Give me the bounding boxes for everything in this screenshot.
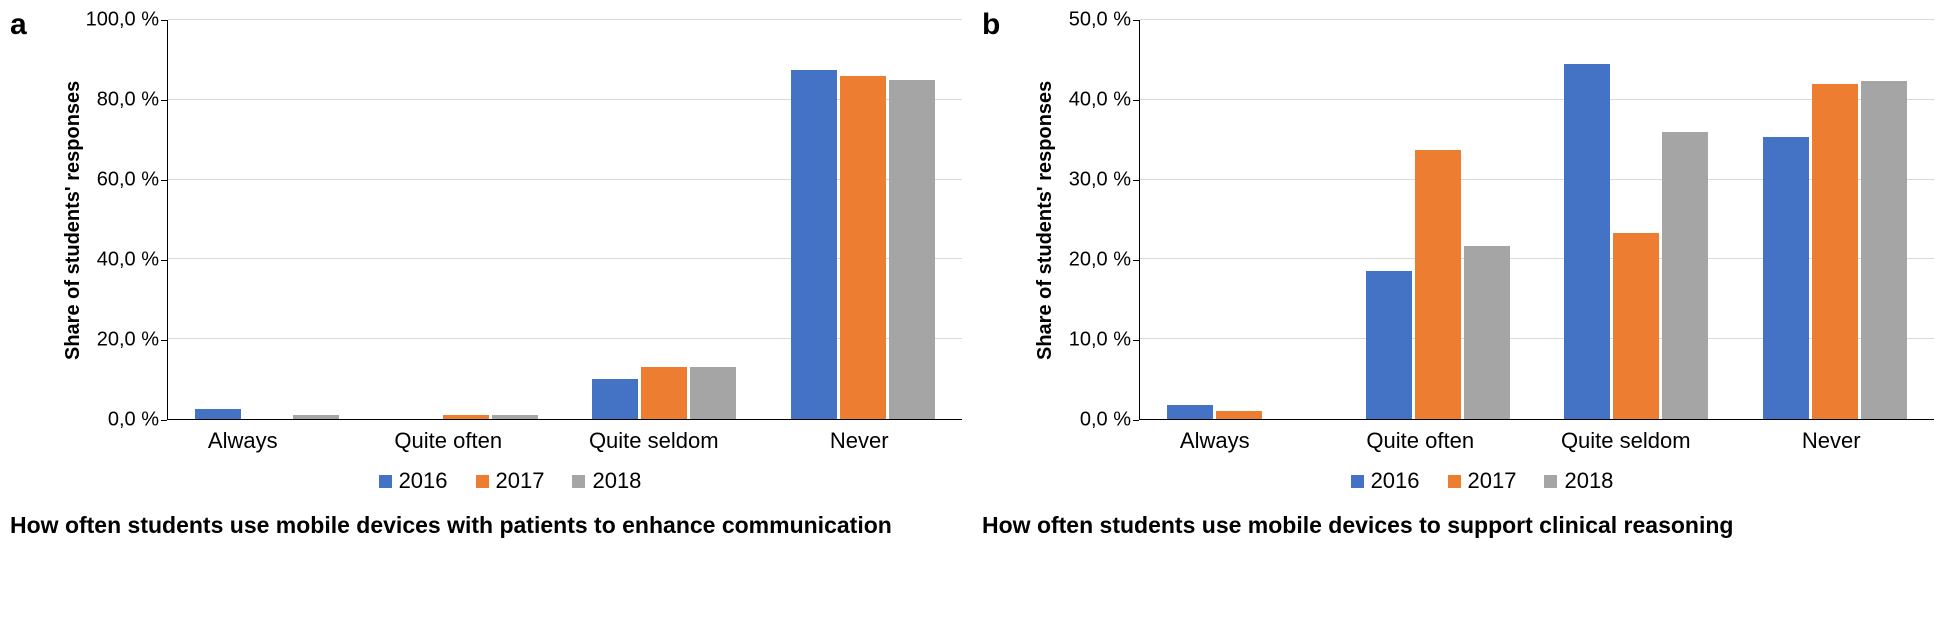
chart-b-plot-area: 0,0 %10,0 %20,0 %30,0 %40,0 %50,0 % [1057, 20, 1934, 420]
ytick-label: 20,0 % [1069, 249, 1131, 272]
swatch-2018 [1544, 475, 1557, 488]
chart-a-plot-area: 0,0 %20,0 %40,0 %60,0 %80,0 %100,0 % [85, 20, 962, 420]
swatch-2017 [1448, 475, 1461, 488]
chart-a-bars [168, 20, 962, 419]
chart-b-bars [1140, 20, 1934, 419]
ytick-label: 0,0 % [1080, 409, 1131, 432]
ytick-label: 10,0 % [1069, 329, 1131, 352]
bar-2016 [1167, 405, 1213, 419]
bar-2016 [1763, 137, 1809, 419]
x-category-label: Always [140, 420, 346, 454]
bar-2018 [889, 80, 935, 419]
category-group [764, 20, 963, 419]
chart-b-yticks: 0,0 %10,0 %20,0 %30,0 %40,0 %50,0 % [1057, 20, 1139, 420]
legend-label-2018: 2018 [592, 468, 641, 494]
chart-b-wrap: Share of students' responses 0,0 % 10,0 %… [1030, 20, 1934, 494]
chart-a-ylabel: Share of students' responses [58, 20, 85, 420]
bar-2017 [1613, 233, 1659, 419]
swatch-2017 [476, 475, 489, 488]
figure-row: a Share of students' responses 0,0 % 20,0… [10, 10, 1934, 539]
legend-item-2016: 2016 [1351, 468, 1420, 494]
chart-a-wrap: Share of students' responses 0,0 % 20,0 %… [58, 20, 962, 494]
x-category-label: Never [757, 420, 963, 454]
category-group [1537, 20, 1736, 419]
panel-a-caption: How often students use mobile devices wi… [10, 512, 962, 539]
legend-item-2017: 2017 [476, 468, 545, 494]
swatch-2018 [572, 475, 585, 488]
category-group [1140, 20, 1339, 419]
bar-2017 [1216, 411, 1262, 419]
bar-2018 [690, 367, 736, 419]
x-category-label: Quite often [346, 420, 552, 454]
legend-label-2017: 2017 [1468, 468, 1517, 494]
chart-a-yticks: 0,0 %20,0 %40,0 %60,0 %80,0 %100,0 % [85, 20, 167, 420]
category-group [565, 20, 764, 419]
ytick-label: 0,0 % [108, 409, 159, 432]
ytick-label: 30,0 % [1069, 169, 1131, 192]
ytick-label: 100,0 % [86, 9, 159, 32]
legend-item-2017: 2017 [1448, 468, 1517, 494]
chart-b-ylabel: Share of students' responses [1030, 20, 1057, 420]
bar-2017 [641, 367, 687, 419]
bar-2016 [1564, 64, 1610, 419]
ytick-label: 40,0 % [97, 249, 159, 272]
legend-item-2016: 2016 [379, 468, 448, 494]
panel-a-label: a [10, 8, 27, 42]
bar-2016 [791, 70, 837, 419]
panel-b: b Share of students' responses 0,0 % 10,0… [982, 10, 1934, 539]
legend-item-2018: 2018 [1544, 468, 1613, 494]
category-group [168, 20, 367, 419]
legend-label-2017: 2017 [496, 468, 545, 494]
ytick-label: 80,0 % [97, 89, 159, 112]
bar-2017 [1415, 150, 1461, 419]
bar-2018 [1464, 246, 1510, 419]
bar-2017 [840, 76, 886, 419]
bar-2016 [1366, 271, 1412, 419]
x-category-label: Quite seldom [1523, 420, 1729, 454]
panel-b-caption: How often students use mobile devices to… [982, 512, 1934, 539]
category-group [1736, 20, 1935, 419]
bar-2018 [293, 415, 339, 419]
x-category-label: Never [1729, 420, 1935, 454]
bar-2017 [1812, 84, 1858, 419]
bar-2018 [1861, 81, 1907, 419]
legend-item-2018: 2018 [572, 468, 641, 494]
x-category-label: Always [1112, 420, 1318, 454]
chart-a-xaxis: AlwaysQuite oftenQuite seldomNever [140, 420, 962, 454]
legend-label-2016: 2016 [399, 468, 448, 494]
swatch-2016 [1351, 475, 1364, 488]
bar-2017 [443, 415, 489, 419]
chart-b-xaxis: AlwaysQuite oftenQuite seldomNever [1112, 420, 1934, 454]
bar-2016 [592, 379, 638, 419]
category-group [1339, 20, 1538, 419]
bar-2018 [492, 415, 538, 419]
ytick-label: 40,0 % [1069, 89, 1131, 112]
x-category-label: Quite seldom [551, 420, 757, 454]
x-category-label: Quite often [1318, 420, 1524, 454]
bar-2018 [1662, 132, 1708, 419]
swatch-2016 [379, 475, 392, 488]
chart-a-legend: 2016 2017 2018 [58, 468, 962, 494]
legend-label-2016: 2016 [1371, 468, 1420, 494]
bar-2016 [195, 409, 241, 419]
legend-label-2018: 2018 [1564, 468, 1613, 494]
chart-b-legend: 2016 2017 2018 [1030, 468, 1934, 494]
chart-a-plot [167, 20, 962, 420]
ytick-label: 60,0 % [97, 169, 159, 192]
category-group [367, 20, 566, 419]
chart-b-plot [1139, 20, 1934, 420]
ytick-label: 50,0 % [1069, 9, 1131, 32]
panel-a: a Share of students' responses 0,0 % 20,0… [10, 10, 962, 539]
panel-b-label: b [982, 8, 1000, 42]
ytick-label: 20,0 % [97, 329, 159, 352]
